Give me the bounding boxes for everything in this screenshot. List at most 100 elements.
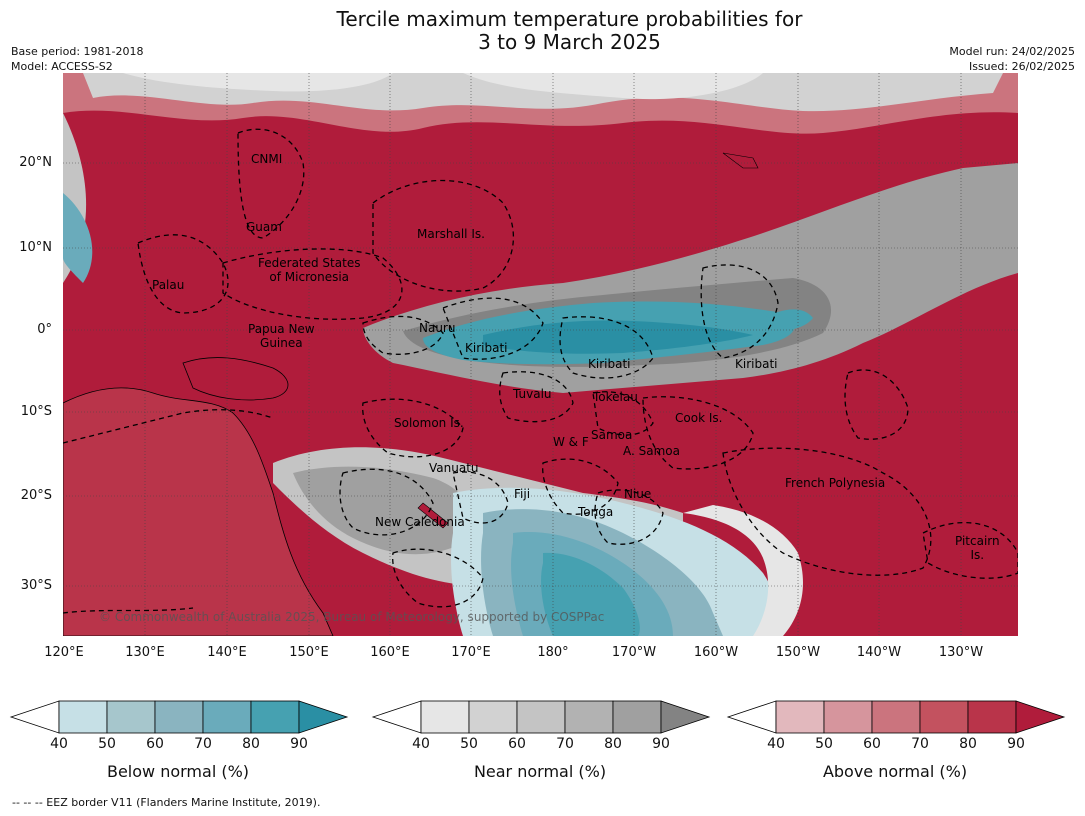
colorbar-right-extend [1015, 700, 1066, 734]
cb-below-tick-40: 40 [50, 736, 68, 752]
cb-below-tick-50: 50 [98, 736, 116, 752]
label-kiribati-central: Kiribati [588, 357, 631, 371]
lon-label-130w: 130°W [938, 645, 984, 660]
label-marshall-islands: Marshall Is. [417, 227, 485, 241]
colorbar-left-extend [371, 700, 422, 734]
cb-near-tick-70: 70 [556, 736, 574, 752]
label-palau: Palau [152, 278, 185, 292]
label-tonga: Tonga [578, 505, 614, 519]
colorbar-near-normal [371, 700, 711, 734]
label-nauru: Nauru [419, 321, 456, 335]
map-title-line2: 3 to 9 March 2025 [478, 30, 661, 54]
colorbar-segment [967, 700, 1017, 734]
label-cnmi: CNMI [251, 152, 283, 166]
lon-label-180: 180° [537, 645, 569, 660]
cb-above-tick-80: 80 [959, 736, 977, 752]
cb-near-tick-90: 90 [652, 736, 670, 752]
cb-above-tick-90: 90 [1007, 736, 1025, 752]
lon-label-130e: 130°E [125, 645, 165, 660]
cb-near-tick-40: 40 [412, 736, 430, 752]
cb-below-tick-70: 70 [194, 736, 212, 752]
colorbar-segment [106, 700, 156, 734]
cb-above-tick-40: 40 [767, 736, 785, 752]
label-micronesia: Federated States of Micronesia [258, 256, 361, 284]
lon-label-120e: 120°E [44, 645, 84, 660]
graticule [63, 73, 1018, 636]
lat-label-30s: 30°S [20, 578, 52, 593]
colorbars [9, 700, 1066, 734]
label-pitcairn: Pitcairn Is. [955, 534, 1000, 562]
colorbar-segment [564, 700, 614, 734]
map-panel: CNMI Guam Marshall Is. Federated States … [63, 73, 1018, 636]
colorbar-segment [516, 700, 566, 734]
map-canvas [63, 73, 1018, 636]
near-normal-label: Near normal (%) [473, 762, 607, 781]
colorbar-segment [154, 700, 204, 734]
lat-label-10n: 10°N [19, 240, 52, 255]
copyright-notice: © Commonwealth of Australia 2025, Bureau… [99, 610, 605, 624]
eez-border-credit: -- -- -- EEZ border V11 (Flanders Marine… [12, 796, 321, 809]
colorbar-right-extend [298, 700, 349, 734]
map-title-line1: Tercile maximum temperature probabilitie… [336, 7, 803, 31]
cb-above-tick-50: 50 [815, 736, 833, 752]
below-normal-label: Below normal (%) [106, 762, 250, 781]
label-wallis-futuna: W & F [553, 435, 589, 449]
label-tokelau: Tokelau [593, 390, 638, 404]
colorbar-segment [58, 700, 108, 734]
colorbar-segment [919, 700, 969, 734]
label-kiribati-west: Kiribati [465, 341, 508, 355]
colorbar-segment [775, 700, 825, 734]
label-niue: Niue [624, 487, 652, 501]
issued-date: Issued: 26/02/2025 [968, 60, 1075, 73]
cb-below-tick-90: 90 [290, 736, 308, 752]
colorbar-left-extend [726, 700, 777, 734]
lon-label-150w: 150°W [775, 645, 821, 660]
lon-label-150e: 150°E [289, 645, 329, 660]
model-name: Model: ACCESS-S2 [11, 60, 113, 73]
colorbar-segment [420, 700, 470, 734]
label-american-samoa: A. Samoa [623, 444, 680, 458]
label-samoa: Samoa [591, 428, 633, 442]
lat-label-20n: 20°N [19, 155, 52, 170]
lon-label-140e: 140°E [207, 645, 247, 660]
label-solomon-islands: Solomon Is. [394, 416, 464, 430]
cb-near-tick-50: 50 [460, 736, 478, 752]
lat-label-20s: 20°S [20, 488, 52, 503]
philippines-below [63, 193, 93, 283]
label-kiribati-east: Kiribati [735, 357, 778, 371]
lon-label-140w: 140°W [856, 645, 902, 660]
label-guam: Guam [246, 220, 282, 234]
colorbar-segment [468, 700, 518, 734]
base-period: Base period: 1981-2018 [11, 45, 144, 58]
colorbar-segment [202, 700, 252, 734]
label-tuvalu: Tuvalu [513, 387, 552, 401]
cb-above-tick-60: 60 [863, 736, 881, 752]
eez-borders [63, 128, 1018, 614]
label-fiji: Fiji [514, 487, 531, 501]
colorbar-segment [871, 700, 921, 734]
australia-landmass [63, 387, 334, 636]
lon-label-160e: 160°E [370, 645, 410, 660]
colorbar-below-normal [9, 700, 349, 734]
lat-label-0: 0° [37, 322, 52, 337]
colorbar-segment [612, 700, 662, 734]
cb-below-tick-80: 80 [242, 736, 260, 752]
lon-label-160w: 160°W [693, 645, 739, 660]
colorbar-right-extend [660, 700, 711, 734]
label-new-caledonia: New Caledonia [375, 515, 465, 529]
cb-near-tick-80: 80 [604, 736, 622, 752]
colorbar-left-extend [9, 700, 60, 734]
label-cook-islands: Cook Is. [675, 411, 723, 425]
colorbar-segment [250, 700, 300, 734]
colorbar-segment [823, 700, 873, 734]
above-normal-label: Above normal (%) [822, 762, 968, 781]
cb-below-tick-60: 60 [146, 736, 164, 752]
lon-label-170w: 170°W [611, 645, 657, 660]
cb-near-tick-60: 60 [508, 736, 526, 752]
label-vanuatu: Vanuatu [429, 461, 479, 475]
label-papua-new-guinea: Papua New Guinea [248, 322, 315, 350]
lat-label-10s: 10°S [20, 404, 52, 419]
colorbar-above-normal [726, 700, 1066, 734]
label-french-polynesia: French Polynesia [785, 476, 886, 490]
model-run: Model run: 24/02/2025 [949, 45, 1075, 58]
